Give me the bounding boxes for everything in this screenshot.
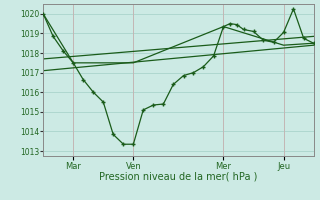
- X-axis label: Pression niveau de la mer( hPa ): Pression niveau de la mer( hPa ): [99, 172, 258, 182]
